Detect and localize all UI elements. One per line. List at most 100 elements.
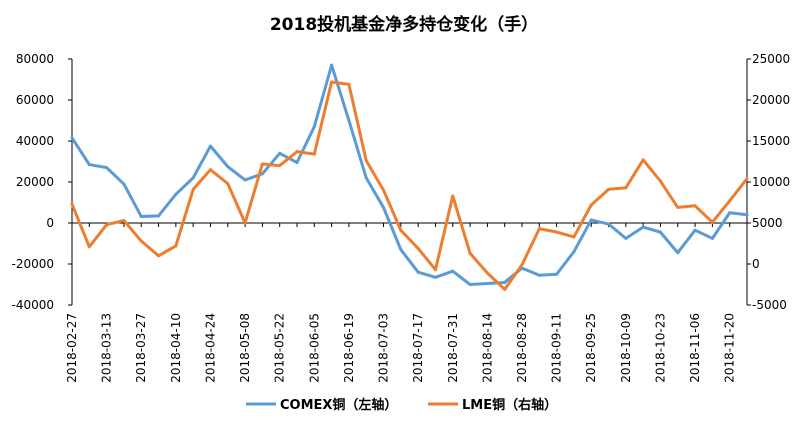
data-point-comex xyxy=(347,119,351,122)
legend-label-comex: COMEX铜（左轴） xyxy=(280,397,397,413)
x-tick-label: 2018-05-08 xyxy=(238,313,252,383)
x-tick-label: 2018-11-06 xyxy=(688,313,702,383)
right-tick-label: 20000 xyxy=(752,93,790,107)
x-tick-label: 2018-03-13 xyxy=(100,313,114,383)
data-point-comex xyxy=(676,251,680,255)
x-tick-label: 2018-07-17 xyxy=(411,313,425,383)
data-point-comex xyxy=(330,63,334,67)
x-tick-label: 2018-07-03 xyxy=(377,313,391,383)
left-tick-label: -40000 xyxy=(11,298,54,312)
data-point-lme xyxy=(139,239,143,243)
data-point-lme xyxy=(745,177,749,181)
data-point-lme xyxy=(537,227,541,231)
data-point-comex xyxy=(243,178,247,182)
data-point-lme xyxy=(710,220,714,224)
data-point-lme xyxy=(208,168,212,172)
data-point-lme xyxy=(382,188,386,192)
x-tick-label: 2018-07-31 xyxy=(446,313,460,383)
right-tick-label: 5000 xyxy=(752,216,783,230)
x-tick-label: 2018-02-27 xyxy=(65,313,79,383)
data-point-lme xyxy=(399,228,403,232)
data-point-lme xyxy=(122,219,126,223)
data-point-comex xyxy=(658,230,662,234)
data-point-comex xyxy=(382,206,386,210)
data-point-lme xyxy=(278,164,282,168)
data-point-comex xyxy=(468,283,472,286)
data-point-comex xyxy=(87,163,91,167)
data-point-lme xyxy=(641,158,645,162)
data-point-comex xyxy=(572,250,576,254)
series-layer xyxy=(70,63,749,291)
data-point-comex xyxy=(364,176,368,180)
left-tick-label: 60000 xyxy=(16,93,54,107)
chart-title: 2018投机基金净多持仓变化（手） xyxy=(270,14,538,35)
data-point-lme xyxy=(157,254,161,258)
data-point-comex xyxy=(607,222,611,226)
legend: COMEX铜（左轴） LME铜（右轴） xyxy=(246,397,557,413)
x-tick-label: 2018-08-14 xyxy=(480,313,494,383)
data-point-comex xyxy=(157,214,161,218)
data-point-comex xyxy=(537,273,541,277)
data-point-comex xyxy=(728,211,732,215)
data-point-lme xyxy=(416,246,420,250)
x-tick-label: 2018-06-19 xyxy=(342,313,356,383)
data-point-lme xyxy=(364,159,368,163)
right-tick-label: 0 xyxy=(752,257,760,271)
data-point-comex xyxy=(589,218,593,222)
axes: 80000 60000 40000 20000 0 -20000 -40000 25000 20… xyxy=(11,52,790,383)
data-point-lme xyxy=(728,199,732,203)
data-point-comex xyxy=(105,166,109,170)
data-point-comex xyxy=(122,182,126,186)
data-point-comex xyxy=(710,236,714,240)
left-tick-label: 80000 xyxy=(16,52,54,66)
data-point-lme xyxy=(243,221,247,225)
x-tick-label: 2018-08-28 xyxy=(515,313,529,383)
data-point-comex xyxy=(745,213,749,217)
data-point-comex xyxy=(451,269,455,273)
data-point-lme xyxy=(503,287,507,291)
data-point-comex xyxy=(139,214,143,218)
x-tick-label: 2018-10-09 xyxy=(619,313,633,383)
right-tick-label: -5000 xyxy=(752,298,787,312)
x-tick-label: 2018-09-11 xyxy=(550,313,564,383)
data-point-lme xyxy=(624,186,628,190)
data-point-lme xyxy=(105,223,109,227)
x-tick-label: 2018-06-05 xyxy=(307,313,321,383)
data-point-comex xyxy=(693,228,697,232)
left-tick-label: 40000 xyxy=(16,134,54,148)
x-tick-label: 2018-03-27 xyxy=(134,313,148,383)
data-point-lme xyxy=(607,187,611,191)
data-point-lme xyxy=(70,202,74,206)
data-point-comex xyxy=(399,248,403,252)
data-point-lme xyxy=(520,263,524,267)
x-tick-label: 2018-09-25 xyxy=(584,313,598,383)
left-tick-label: -20000 xyxy=(11,257,54,271)
data-point-lme xyxy=(572,235,576,239)
data-point-lme xyxy=(347,82,351,86)
data-point-lme xyxy=(330,80,334,84)
data-point-lme xyxy=(468,251,472,255)
data-point-lme xyxy=(658,179,662,183)
data-point-lme xyxy=(174,244,178,248)
data-point-comex xyxy=(174,192,178,196)
x-tick-label: 2018-04-10 xyxy=(169,313,183,383)
data-point-comex xyxy=(208,144,212,148)
data-point-lme xyxy=(295,150,299,154)
data-point-lme xyxy=(555,230,559,234)
data-point-lme xyxy=(485,271,489,275)
right-tick-label: 10000 xyxy=(752,175,790,189)
right-tick-label: 25000 xyxy=(752,52,790,66)
data-point-lme xyxy=(312,152,316,156)
data-point-lme xyxy=(433,268,437,272)
x-tick-label: 2018-10-23 xyxy=(653,313,667,383)
data-point-lme xyxy=(693,204,697,208)
data-point-comex xyxy=(260,172,264,176)
data-point-comex xyxy=(624,236,628,240)
right-tick-label: 15000 xyxy=(752,134,790,148)
data-point-lme xyxy=(589,203,593,207)
data-point-comex xyxy=(641,225,645,229)
series-line-lme xyxy=(70,80,749,291)
data-point-comex xyxy=(191,176,195,180)
data-point-comex xyxy=(555,272,559,276)
